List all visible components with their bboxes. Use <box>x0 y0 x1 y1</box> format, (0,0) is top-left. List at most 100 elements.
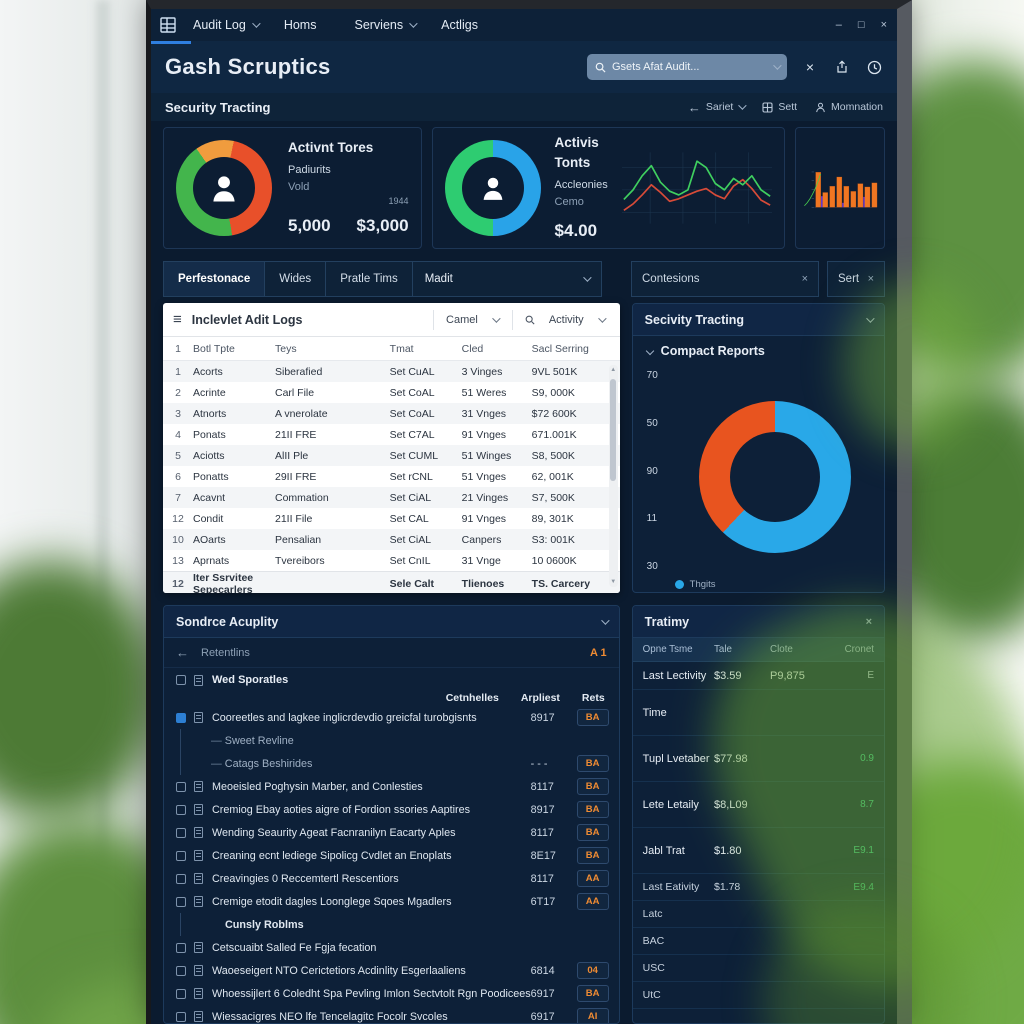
tab[interactable]: Pratle Tims <box>325 261 412 297</box>
checkbox[interactable] <box>176 896 186 907</box>
list-item[interactable]: Cetscuaibt Salled Fe Fgja fecation <box>164 936 619 959</box>
list-item[interactable]: Cremige etodit dagles Loonglege Sqoes Mg… <box>164 890 619 913</box>
tab[interactable]: Perfestonace <box>163 261 265 297</box>
status-badge: AA <box>576 893 609 910</box>
table-row[interactable]: 12 Condit 21II File Set CAL 91 Vnges 89,… <box>163 508 620 529</box>
table-row[interactable]: 7 Acavnt Commation Set CiAL 21 Vinges S7… <box>163 487 620 508</box>
chevron-down-icon[interactable] <box>866 313 875 323</box>
checkbox[interactable] <box>176 675 186 685</box>
table-row[interactable]: Time <box>632 690 884 736</box>
checkbox[interactable] <box>176 988 186 999</box>
filter-contesions[interactable]: Contesions × <box>631 261 819 297</box>
list-item[interactable]: Catags Beshirides - - - BA <box>180 752 619 775</box>
column-header[interactable]: Teys <box>275 342 297 355</box>
list-item[interactable]: Meoeisled Poghysin Marber, and Conlestie… <box>164 775 619 798</box>
column-header[interactable]: Botl Tpte <box>193 342 235 355</box>
checkbox[interactable] <box>176 965 186 976</box>
column-header[interactable]: Sacl Serring <box>531 342 589 355</box>
list-item[interactable]: Sweet Revline <box>180 729 619 752</box>
back-action[interactable]: ← Sariet <box>687 99 748 115</box>
list-item[interactable]: Cooreetles and lagkee inglicrdevdio grei… <box>164 706 619 729</box>
table-row[interactable]: Lete Letaily $8,L09 8.7 <box>632 782 884 828</box>
list-item[interactable]: Cunsly Roblms <box>180 913 619 936</box>
arrow-left-icon: ← <box>687 99 701 115</box>
scrollbar-thumb[interactable] <box>610 379 617 482</box>
checkbox[interactable] <box>176 850 186 861</box>
menu-item[interactable]: Actligs <box>441 18 490 32</box>
checkbox[interactable] <box>176 712 186 723</box>
tab[interactable]: Wides <box>264 261 326 297</box>
list-item[interactable]: Creavingies 0 Reccemtertl Rescentiors 81… <box>164 867 619 890</box>
table-row[interactable]: UtC <box>632 982 884 1009</box>
list-item[interactable]: Cremiog Ebay aoties aigre of Fordion sso… <box>164 798 619 821</box>
cell: 21II File <box>275 512 313 525</box>
minimize-button[interactable]: – <box>835 19 842 31</box>
chevron-down-icon[interactable] <box>600 615 610 625</box>
cell: Set CUML <box>389 449 439 462</box>
scroll-down-icon[interactable]: ▼ <box>610 579 617 585</box>
close-icon[interactable]: × <box>865 615 872 628</box>
table-row[interactable]: 13 Aprnats Tvereibors Set CnIL 31 Vnge 1… <box>163 550 620 571</box>
tab-dropdown-madit[interactable]: Madit <box>411 261 602 297</box>
table-row[interactable]: Tupl Lvetaber $77.98 0.9 <box>632 736 884 782</box>
column-header[interactable]: Cled <box>461 342 484 355</box>
document-icon <box>194 942 203 953</box>
chart-legend: Thgits <box>674 579 716 590</box>
table-row[interactable]: 2 Acrinte Carl File Set CoAL 51 Weres S9… <box>163 382 620 403</box>
table-row[interactable]: Last Lectivity $3.59 P9,875 E <box>632 662 884 690</box>
scroll-up-icon[interactable]: ▲ <box>610 367 617 373</box>
status-badge: AA <box>576 870 609 887</box>
maximize-button[interactable]: □ <box>857 19 865 31</box>
row-label: Jabl Trat <box>642 844 685 857</box>
close-icon[interactable]: × <box>867 273 874 285</box>
retention-search-input[interactable] <box>201 646 321 659</box>
cell: $77.98 <box>714 752 748 765</box>
chevron-down-icon <box>773 61 782 70</box>
hamburger-menu-icon[interactable]: ≡ <box>173 311 182 328</box>
checkbox[interactable] <box>176 942 186 953</box>
global-search[interactable] <box>587 54 787 80</box>
list-item[interactable]: Whoessijlert 6 Coledht Spa Pevling Imlon… <box>164 982 619 1005</box>
table-row[interactable]: 4 Ponats 21II FRE Set C7AL 91 Vnges 671.… <box>163 424 620 445</box>
list-item[interactable]: Wed Sporatles <box>164 668 619 692</box>
activity-search-dropdown[interactable]: Activity <box>511 309 610 330</box>
table-row[interactable]: USC <box>632 955 884 982</box>
share-icon[interactable] <box>833 58 851 76</box>
menu-item[interactable]: Audit Log <box>193 18 261 32</box>
filter-sert[interactable]: Sert × <box>827 261 885 297</box>
list-item[interactable]: Wending Seaurity Ageat Facnranilyn Eacar… <box>164 821 619 844</box>
cell: Set CnIL <box>389 554 431 567</box>
table-row[interactable]: Jabl Trat $1.80 E9.1 <box>632 828 884 874</box>
checkbox[interactable] <box>176 873 186 884</box>
table-row[interactable]: 1 Acorts Siberafied Set CuAL 3 Vinges 9V… <box>163 361 620 382</box>
grid-action[interactable]: Sett <box>762 101 797 113</box>
close-icon[interactable]: × <box>805 59 815 75</box>
list-item[interactable]: Waoeseigert NTO Cerictetiors Acdinlity E… <box>164 959 619 982</box>
table-row[interactable]: BAC <box>632 928 884 955</box>
clock-icon[interactable] <box>865 58 883 76</box>
list-item[interactable]: Creaning ecnt lediege Sipolicg Cvdlet an… <box>164 844 619 867</box>
compact-reports-section[interactable]: Compact Reports <box>633 336 884 366</box>
column-header[interactable]: Tmat <box>389 342 414 355</box>
table-row[interactable]: 10 AOarts Pensalian Set CiAL Canpers S3:… <box>163 529 620 550</box>
menu-item[interactable]: Serviens <box>354 18 418 32</box>
checkbox[interactable] <box>176 804 186 815</box>
checkbox[interactable] <box>176 1011 186 1022</box>
table-row[interactable]: 12 Iter Ssrvitee Sepecarlers Sele Calt T… <box>163 571 620 593</box>
table-scrollbar[interactable]: ▲ ▼ <box>608 365 618 587</box>
menu-item[interactable]: Homs <box>284 18 329 32</box>
close-button[interactable]: × <box>880 19 887 31</box>
checkbox[interactable] <box>176 781 186 792</box>
table-row[interactable]: 5 Aciotts AlII Ple Set CUML 51 Winges S8… <box>163 445 620 466</box>
arrow-left-icon[interactable]: ← <box>176 645 189 660</box>
checkbox[interactable] <box>176 827 186 838</box>
person-action[interactable]: Momnation <box>815 101 883 113</box>
search-input[interactable] <box>612 61 767 73</box>
close-icon[interactable]: × <box>801 273 808 285</box>
table-row[interactable]: Last Eativity $1.78 E9.4 <box>632 874 884 901</box>
table-row[interactable]: Latc <box>632 901 884 928</box>
table-row[interactable]: 3 Atnorts A vnerolate Set CoAL 31 Vnges … <box>163 403 620 424</box>
table-row[interactable]: 6 Ponatts 29II FRE Set rCNL 51 Vnges 62,… <box>163 466 620 487</box>
list-item[interactable]: Wiessacigres NEO lfe Tencelagitc Focolr … <box>164 1005 619 1023</box>
camel-dropdown[interactable]: Camel <box>433 309 504 330</box>
